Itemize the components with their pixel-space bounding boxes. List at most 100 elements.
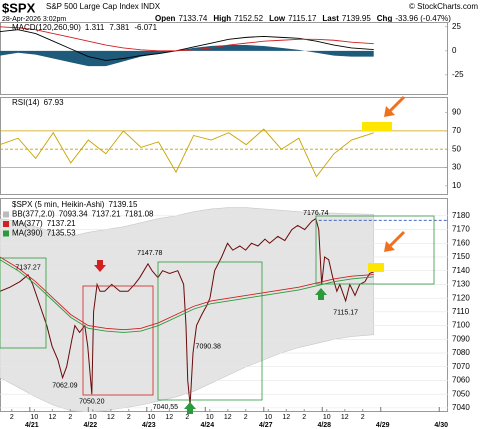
legend-swatch <box>3 211 9 218</box>
date-label: 4/22 <box>84 422 98 429</box>
x-tick-label: 2 <box>127 414 131 421</box>
quote-value: 7115.17 <box>288 14 317 23</box>
y-tick-label: 7150 <box>452 252 470 261</box>
legend-title: RSI(14) <box>12 98 40 107</box>
quote-label: High <box>213 14 231 23</box>
x-tick-label: 2 <box>68 414 72 421</box>
y-tick-label: 7050 <box>452 389 470 398</box>
legend-value: 1.311 <box>85 23 105 32</box>
y-tick-label: 7130 <box>452 280 470 289</box>
y-tick-label: 7170 <box>452 225 470 234</box>
quote-label: Open <box>155 14 176 23</box>
x-tick-label: 2 <box>302 414 306 421</box>
x-tick-label: 10 <box>30 414 38 421</box>
source: © StockCharts.com <box>409 2 478 11</box>
legend-value: -6.071 <box>134 23 157 32</box>
histogram-area <box>0 45 374 67</box>
legend-swatch <box>3 221 9 227</box>
legend-text: 7137.21 <box>92 210 121 219</box>
orange-arrow <box>388 95 406 113</box>
date-label: 4/30 <box>434 422 448 429</box>
x-tick-label: 2 <box>244 414 248 421</box>
green-arrow <box>315 288 327 300</box>
orange-arrow-head <box>384 241 395 252</box>
quote-value: 7152.52 <box>234 14 263 23</box>
date-label: 4/21 <box>25 422 39 429</box>
x-tick-label: 2 <box>185 414 189 421</box>
legend-text: 7139.15 <box>108 200 137 209</box>
range-box <box>315 215 435 285</box>
date-label: 4/29 <box>376 422 390 429</box>
y-tick-label: -25 <box>452 70 464 79</box>
orange-arrow <box>388 230 406 248</box>
y-tick-label: 7040 <box>452 403 470 412</box>
x-tick-label: 12 <box>224 414 232 421</box>
series-line <box>0 256 374 331</box>
plot-area <box>0 26 374 67</box>
x-tick-label: 10 <box>264 414 272 421</box>
x-tick-label: 12 <box>341 414 349 421</box>
y-tick-label: 30 <box>452 163 461 172</box>
price-annotation: 7050.20 <box>79 399 104 406</box>
legend-value: 7.381 <box>109 23 130 32</box>
y-tick-label: 7090 <box>452 334 470 343</box>
range-box <box>157 261 263 401</box>
legend-text: 7137.21 <box>47 219 76 228</box>
price-annotation: 7137.27 <box>15 264 40 271</box>
panel-frame <box>0 97 448 195</box>
quote-value: 7139.95 <box>342 14 371 23</box>
quote-label: Low <box>269 14 286 23</box>
series-line <box>0 128 374 178</box>
quote-label: Last <box>322 14 339 23</box>
x-tick-label: 10 <box>89 414 97 421</box>
symbol: $SPX <box>2 0 36 15</box>
red-arrow <box>94 260 106 272</box>
price-annotation: 7176.74 <box>303 210 328 217</box>
y-tick-label: 7110 <box>452 307 470 316</box>
y-tick-label: 7160 <box>452 238 470 247</box>
y-tick-label: 10 <box>452 181 461 190</box>
legend-text: BB(377,2.0) <box>12 210 55 219</box>
quote-label: Chg <box>377 14 393 23</box>
legend-text: MA(377) <box>12 219 43 228</box>
date: 28-Apr-2026 3:02pm <box>2 16 66 23</box>
range-box <box>82 285 154 396</box>
y-tick-label: 7120 <box>452 293 470 302</box>
y-tick-label: 7070 <box>452 362 470 371</box>
y-tick-label: 50 <box>452 144 461 153</box>
date-label: 4/28 <box>317 422 331 429</box>
y-tick-label: 7140 <box>452 266 470 275</box>
x-tick-label: 12 <box>165 414 173 421</box>
series-line <box>0 29 374 61</box>
y-tick-label: 7100 <box>452 321 470 330</box>
legend-title: MACD(120,260,90) <box>12 23 81 32</box>
x-tick-label: 10 <box>147 414 155 421</box>
legend-value: 67.93 <box>44 98 65 107</box>
highlight <box>362 122 392 131</box>
legend-text: 7093.34 <box>59 210 88 219</box>
y-tick-label: 7180 <box>452 211 470 220</box>
index-name: S&P 500 Large Cap Index INDX <box>46 2 161 11</box>
quote-value: -33.96 (-0.47%) <box>395 14 451 23</box>
legend-swatch <box>3 230 9 237</box>
price-annotation: 7147.78 <box>137 250 162 257</box>
x-tick-label: 2 <box>10 414 14 421</box>
range-box <box>0 257 47 349</box>
x-tick-label: 12 <box>107 414 115 421</box>
green-arrow <box>184 402 196 414</box>
legend-text: 7181.08 <box>125 210 154 219</box>
x-tick-label: 10 <box>323 414 331 421</box>
plot-area <box>0 207 448 412</box>
quote-value: 7133.74 <box>178 14 207 23</box>
date-label: 4/23 <box>142 422 156 429</box>
y-tick-label: 0 <box>452 46 457 55</box>
y-tick-label: 7080 <box>452 348 470 357</box>
legend-text: $SPX (5 min, Heikin-Ashi) <box>12 200 105 209</box>
y-tick-label: 7060 <box>452 376 470 385</box>
highlight <box>368 263 384 272</box>
legend-text: 7135.53 <box>47 229 76 238</box>
x-tick-label: 2 <box>361 414 365 421</box>
x-tick-label: 10 <box>206 414 214 421</box>
y-tick-label: 70 <box>452 126 461 135</box>
